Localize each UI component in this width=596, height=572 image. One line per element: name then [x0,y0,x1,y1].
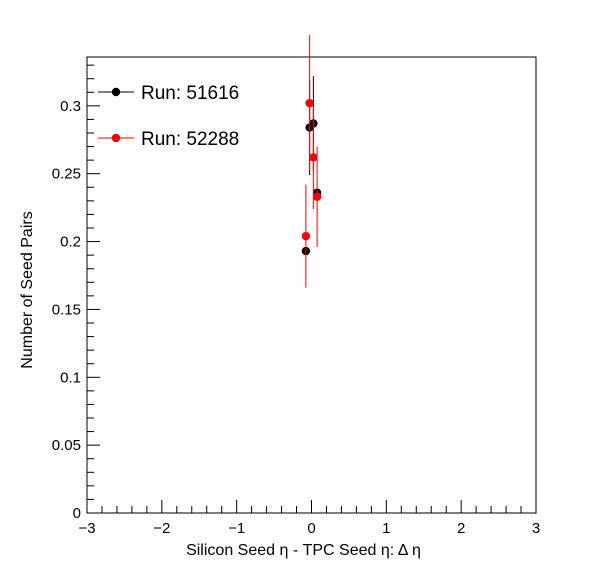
x-tick-label: −3 [78,520,95,537]
data-point [301,231,311,241]
y-tick-label: 0 [73,505,81,522]
x-axis: −3 −2 −1 0 1 2 3 [78,500,540,537]
x-axis-title: Silicon Seed η - TPC Seed η: Δ η [186,542,421,559]
y-tick-label: 0.2 [60,234,81,251]
y-tick-label: 0.1 [60,369,81,386]
data-series [301,35,322,288]
x-tick-label: 2 [457,520,465,537]
y-axis-title: Number of Seed Pairs [19,211,36,368]
series-group [301,35,322,288]
y-tick-label: 0.3 [60,98,81,115]
legend: Run: 51616 Run: 52288 [98,83,239,150]
y-tick-label: 0.15 [52,301,81,318]
x-tick-label: −1 [228,520,245,537]
legend-marker [111,133,121,143]
x-tick-label: 1 [382,520,390,537]
data-point [309,153,318,162]
legend-label: Run: 52288 [141,129,239,150]
x-tick-label: 0 [307,520,315,537]
legend-label: Run: 51616 [141,83,239,104]
data-point [305,98,314,108]
legend-marker [111,87,121,97]
y-tick-label: 0.05 [52,437,81,454]
y-tick-label: 0.25 [52,166,81,183]
data-point [312,192,322,201]
x-tick-label: 3 [532,520,540,537]
x-tick-label: −2 [153,520,170,537]
y-axis: 0 0.05 0.1 0.15 0.2 0.25 0.3 [52,64,100,522]
